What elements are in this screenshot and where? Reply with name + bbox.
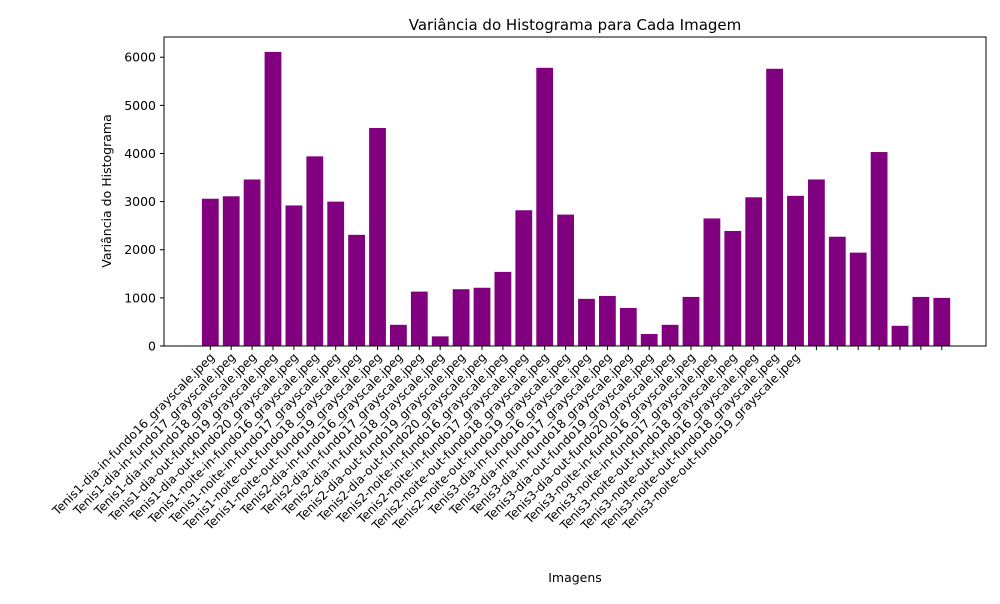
- y-tick-label: 2000: [124, 242, 156, 257]
- bar: [766, 68, 783, 347]
- y-tick-label: 1000: [124, 290, 156, 305]
- bar: [306, 156, 324, 346]
- bar: [619, 307, 637, 346]
- bar: [745, 197, 763, 346]
- bar: [870, 152, 888, 346]
- bar: [536, 67, 554, 347]
- bar: [348, 234, 365, 346]
- bar: [327, 201, 345, 346]
- bar: [390, 324, 407, 346]
- bar: [661, 324, 679, 346]
- bar: [264, 51, 282, 347]
- plot-area-frame: [163, 36, 987, 347]
- bar: [787, 195, 804, 346]
- chart-title: Variância do Histograma para Cada Imagem: [409, 16, 742, 34]
- y-axis-label: Variância do Histograma: [99, 114, 114, 267]
- bars-layer: [201, 51, 951, 347]
- x-axis-label: Imagens: [548, 570, 602, 585]
- bar: [201, 198, 219, 346]
- bar: [410, 291, 428, 346]
- bar: [369, 127, 386, 346]
- bar: [703, 218, 721, 346]
- bar: [452, 289, 470, 346]
- bar: [724, 230, 742, 346]
- y-tick-label: 4000: [124, 146, 156, 161]
- y-tick-label: 0: [148, 339, 156, 354]
- bar: [682, 296, 700, 346]
- y-tick-label: 6000: [124, 50, 156, 65]
- bar: [243, 179, 261, 346]
- bar: [473, 287, 491, 346]
- bar: [891, 325, 909, 346]
- bar: [933, 297, 951, 346]
- bar: [828, 236, 846, 346]
- bar: [285, 205, 303, 346]
- bar: [557, 214, 574, 346]
- bar: [515, 210, 533, 346]
- bar: [808, 179, 825, 346]
- bar: [912, 296, 930, 346]
- bar: [849, 252, 867, 346]
- bar: [222, 196, 240, 346]
- bar: [599, 295, 616, 346]
- bar: [494, 271, 512, 346]
- y-tick-label: 5000: [124, 98, 156, 113]
- bar: [640, 333, 658, 346]
- bar: [578, 298, 595, 346]
- y-tick-label: 3000: [124, 194, 156, 209]
- bar: [431, 336, 449, 346]
